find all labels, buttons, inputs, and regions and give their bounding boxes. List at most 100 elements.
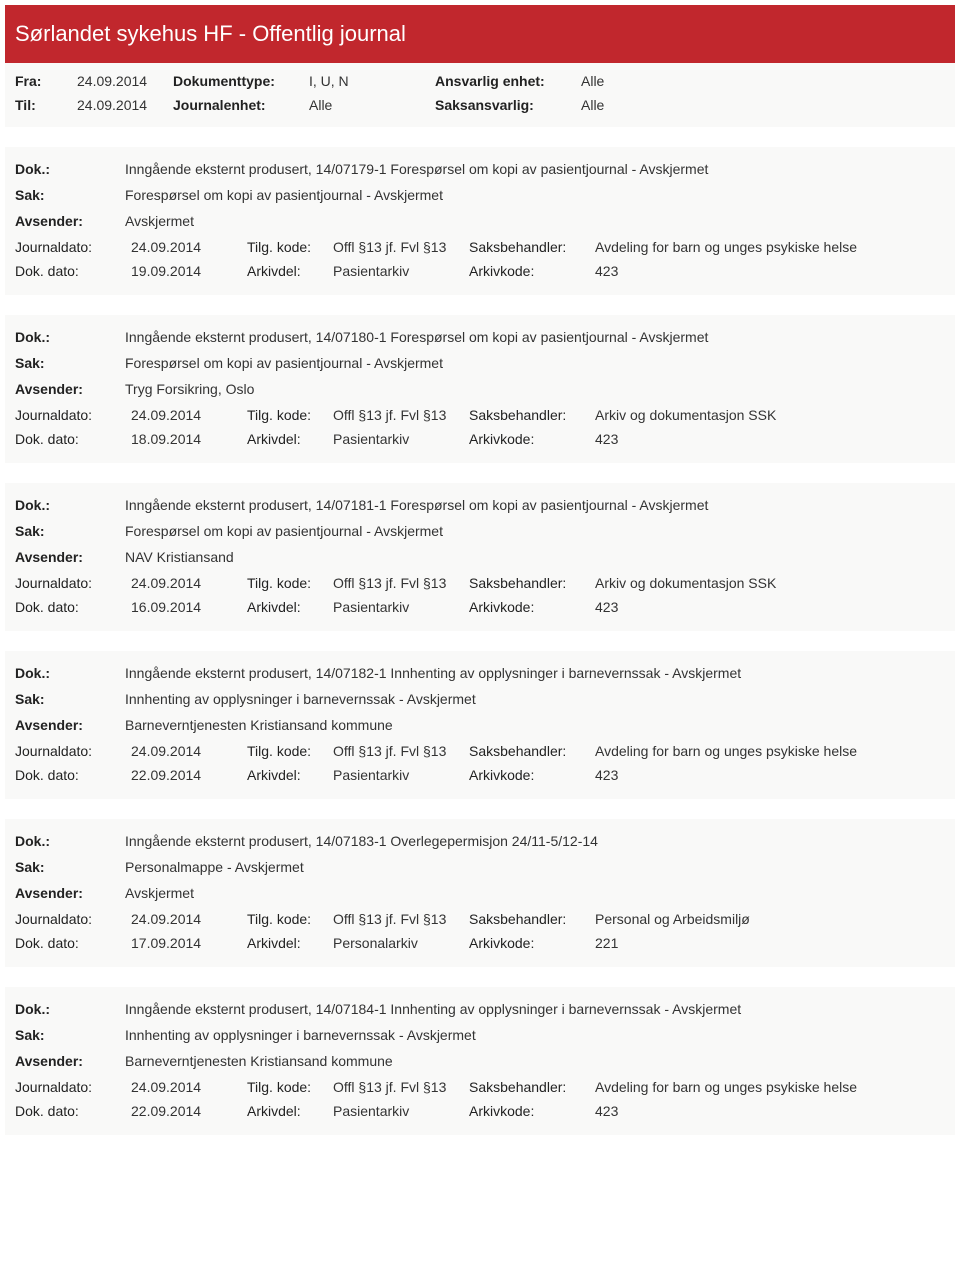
dokdato-value: 22.09.2014 — [131, 767, 241, 783]
journaldato-value: 24.09.2014 — [131, 407, 241, 423]
entries-container: Dok.: Inngående eksternt produsert, 14/0… — [5, 147, 955, 1135]
saksbehandler-label: Saksbehandler: — [469, 239, 589, 255]
dok-label: Dok.: — [15, 161, 125, 177]
dok-label: Dok.: — [15, 833, 125, 849]
til-label: Til: — [15, 97, 71, 113]
tilgkode-value: Offl §13 jf. Fvl §13 — [333, 407, 463, 423]
saksbehandler-label: Saksbehandler: — [469, 407, 589, 423]
journaldato-value: 24.09.2014 — [131, 743, 241, 759]
dokdato-label: Dok. dato: — [15, 431, 125, 447]
doktype-value: I, U, N — [309, 73, 429, 89]
sak-value: Personalmappe - Avskjermet — [125, 859, 945, 875]
arkivdel-label: Arkivdel: — [247, 599, 327, 615]
page-title: Sørlandet sykehus HF - Offentlig journal — [15, 21, 406, 46]
journal-entry: Dok.: Inngående eksternt produsert, 14/0… — [5, 147, 955, 295]
til-value: 24.09.2014 — [77, 97, 167, 113]
ansvarlig-label: Ansvarlig enhet: — [435, 73, 575, 89]
sak-label: Sak: — [15, 523, 125, 539]
sak-value: Innhenting av opplysninger i barnevernss… — [125, 1027, 945, 1043]
saksbehandler-value: Arkiv og dokumentasjon SSK — [595, 575, 945, 591]
arkivdel-value: Personalarkiv — [333, 935, 463, 951]
saksbehandler-value: Avdeling for barn og unges psykiske hels… — [595, 1079, 945, 1095]
dok-label: Dok.: — [15, 329, 125, 345]
saksbehandler-label: Saksbehandler: — [469, 743, 589, 759]
dok-label: Dok.: — [15, 1001, 125, 1017]
journaldato-label: Journaldato: — [15, 911, 125, 927]
journaldato-label: Journaldato: — [15, 1079, 125, 1095]
arkivdel-value: Pasientarkiv — [333, 767, 463, 783]
arkivdel-label: Arkivdel: — [247, 263, 327, 279]
dokdato-value: 19.09.2014 — [131, 263, 241, 279]
tilgkode-label: Tilg. kode: — [247, 1079, 327, 1095]
avsender-label: Avsender: — [15, 549, 125, 565]
saksbehandler-label: Saksbehandler: — [469, 1079, 589, 1095]
avsender-value: Tryg Forsikring, Oslo — [125, 381, 945, 397]
avsender-value: Barneverntjenesten Kristiansand kommune — [125, 717, 945, 733]
dokdato-label: Dok. dato: — [15, 935, 125, 951]
arkivkode-value: 423 — [595, 767, 945, 783]
tilgkode-label: Tilg. kode: — [247, 743, 327, 759]
journaldato-value: 24.09.2014 — [131, 575, 241, 591]
dokdato-value: 18.09.2014 — [131, 431, 241, 447]
arkivdel-label: Arkivdel: — [247, 1103, 327, 1119]
journal-entry: Dok.: Inngående eksternt produsert, 14/0… — [5, 987, 955, 1135]
tilgkode-label: Tilg. kode: — [247, 407, 327, 423]
sak-value: Innhenting av opplysninger i barnevernss… — [125, 691, 945, 707]
arkivdel-label: Arkivdel: — [247, 767, 327, 783]
doktype-label: Dokumenttype: — [173, 73, 303, 89]
avsender-value: NAV Kristiansand — [125, 549, 945, 565]
ansvarlig-value: Alle — [581, 73, 945, 89]
saksbehandler-value: Personal og Arbeidsmiljø — [595, 911, 945, 927]
dok-value: Inngående eksternt produsert, 14/07179-1… — [125, 161, 945, 177]
tilgkode-value: Offl §13 jf. Fvl §13 — [333, 1079, 463, 1095]
dokdato-label: Dok. dato: — [15, 599, 125, 615]
journaldato-label: Journaldato: — [15, 575, 125, 591]
sak-label: Sak: — [15, 355, 125, 371]
sak-value: Forespørsel om kopi av pasientjournal - … — [125, 187, 945, 203]
meta-block: Fra: 24.09.2014 Dokumenttype: I, U, N An… — [5, 63, 955, 127]
tilgkode-label: Tilg. kode: — [247, 911, 327, 927]
tilgkode-label: Tilg. kode: — [247, 575, 327, 591]
tilgkode-value: Offl §13 jf. Fvl §13 — [333, 239, 463, 255]
fra-value: 24.09.2014 — [77, 73, 167, 89]
avsender-label: Avsender: — [15, 213, 125, 229]
journaldato-value: 24.09.2014 — [131, 1079, 241, 1095]
saksbehandler-value: Avdeling for barn og unges psykiske hels… — [595, 239, 945, 255]
arkivkode-label: Arkivkode: — [469, 599, 589, 615]
dok-value: Inngående eksternt produsert, 14/07181-1… — [125, 497, 945, 513]
page: Sørlandet sykehus HF - Offentlig journal… — [0, 0, 960, 1140]
arkivkode-value: 423 — [595, 431, 945, 447]
saksbehandler-label: Saksbehandler: — [469, 911, 589, 927]
arkivkode-value: 423 — [595, 1103, 945, 1119]
tilgkode-value: Offl §13 jf. Fvl §13 — [333, 911, 463, 927]
journalenhet-label: Journalenhet: — [173, 97, 303, 113]
sak-label: Sak: — [15, 187, 125, 203]
sak-label: Sak: — [15, 859, 125, 875]
avsender-label: Avsender: — [15, 717, 125, 733]
dokdato-label: Dok. dato: — [15, 767, 125, 783]
journaldato-value: 24.09.2014 — [131, 239, 241, 255]
arkivkode-value: 221 — [595, 935, 945, 951]
arkivdel-value: Pasientarkiv — [333, 431, 463, 447]
page-title-bar: Sørlandet sykehus HF - Offentlig journal — [5, 5, 955, 63]
arkivkode-value: 423 — [595, 599, 945, 615]
tilgkode-value: Offl §13 jf. Fvl §13 — [333, 575, 463, 591]
dok-value: Inngående eksternt produsert, 14/07182-1… — [125, 665, 945, 681]
dok-label: Dok.: — [15, 665, 125, 681]
journal-entry: Dok.: Inngående eksternt produsert, 14/0… — [5, 315, 955, 463]
avsender-label: Avsender: — [15, 885, 125, 901]
saksbehandler-value: Avdeling for barn og unges psykiske hels… — [595, 743, 945, 759]
sak-label: Sak: — [15, 691, 125, 707]
dok-value: Inngående eksternt produsert, 14/07180-1… — [125, 329, 945, 345]
arkivkode-value: 423 — [595, 263, 945, 279]
dok-label: Dok.: — [15, 497, 125, 513]
dok-value: Inngående eksternt produsert, 14/07183-1… — [125, 833, 945, 849]
arkivdel-value: Pasientarkiv — [333, 1103, 463, 1119]
arkivkode-label: Arkivkode: — [469, 1103, 589, 1119]
journaldato-value: 24.09.2014 — [131, 911, 241, 927]
avsender-value: Avskjermet — [125, 885, 945, 901]
saksansvarlig-label: Saksansvarlig: — [435, 97, 575, 113]
arkivkode-label: Arkivkode: — [469, 263, 589, 279]
journal-entry: Dok.: Inngående eksternt produsert, 14/0… — [5, 483, 955, 631]
avsender-value: Barneverntjenesten Kristiansand kommune — [125, 1053, 945, 1069]
